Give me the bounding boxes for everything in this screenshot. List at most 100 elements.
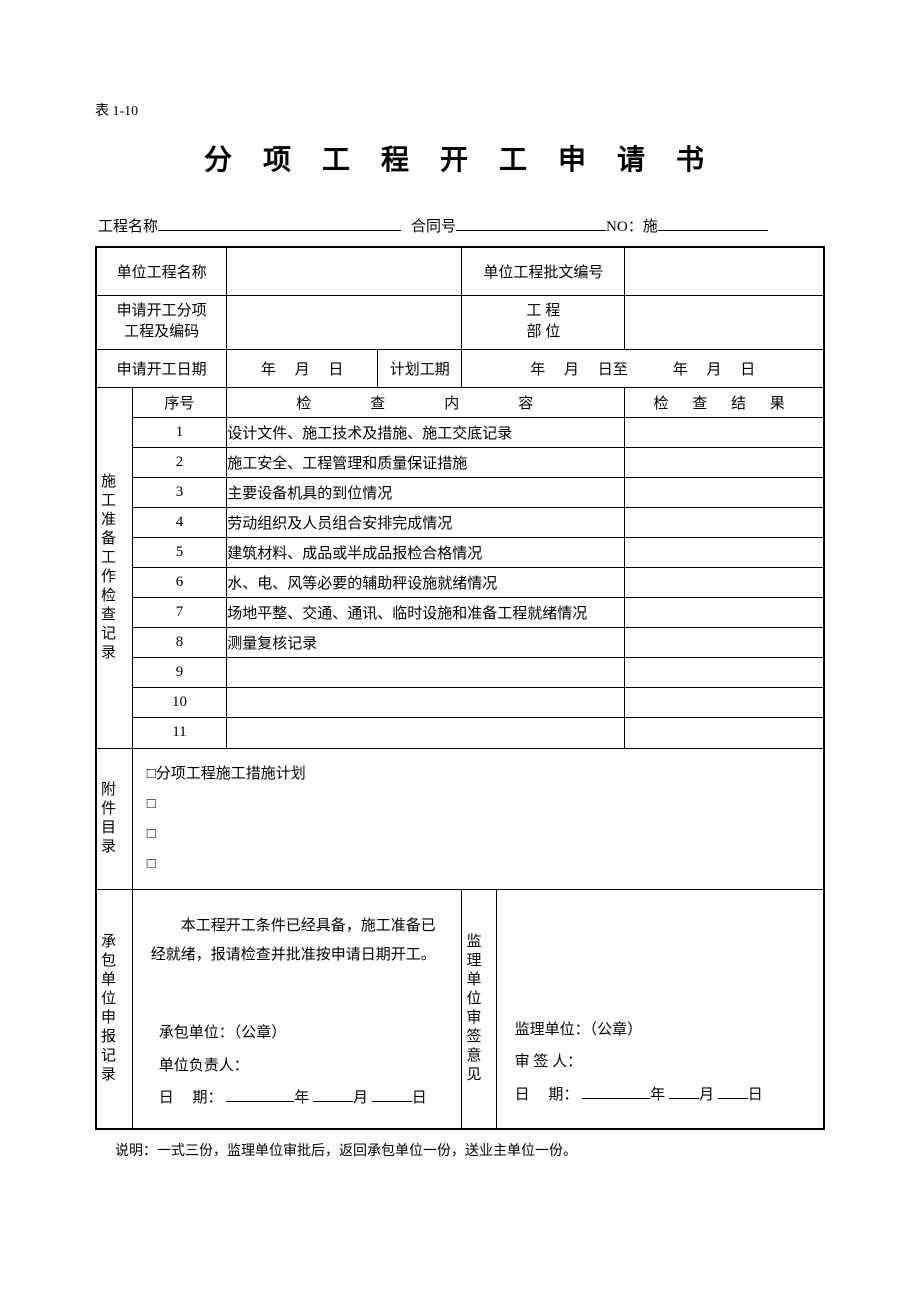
- no-prefix: NO：施: [606, 215, 658, 236]
- content-cell[interactable]: [227, 688, 625, 718]
- seq-cell: 10: [132, 688, 227, 718]
- project-name-input[interactable]: [158, 213, 401, 231]
- attachments-side-text: 附件目录: [97, 760, 118, 878]
- seq-cell: 6: [132, 567, 227, 597]
- unit-project-name-label: 单位工程名称: [96, 247, 227, 295]
- attachments-side-label: 附件目录: [96, 748, 132, 889]
- contractor-statement: 本工程开工条件已经具备，施工准备已经就绪，报请检查并批准按申请日期开工。: [151, 912, 444, 969]
- seq-cell: 4: [132, 507, 227, 537]
- supervisor-block: 监理单位：（公章） 审 签 人： 日 期： 年 月 日: [496, 889, 824, 1129]
- seq-cell: 9: [132, 658, 227, 688]
- contract-no-input[interactable]: [456, 213, 606, 231]
- content-cell: 建筑材料、成品或半成品报检合格情况: [227, 537, 625, 567]
- supervisor-side-text: 监理单位审签意见: [462, 890, 483, 1128]
- seq-cell: 11: [132, 718, 227, 748]
- contractor-unit: 承包单位：（公章）: [151, 1019, 444, 1048]
- planned-period-value[interactable]: 年 月 日至 年 月 日: [462, 349, 824, 387]
- apply-date-label: 申请开工日期: [96, 349, 227, 387]
- month-input[interactable]: [313, 1086, 353, 1102]
- month-label: 月: [353, 1090, 368, 1106]
- result-cell[interactable]: [625, 507, 824, 537]
- check-side-label: 施工准备工作检查记录: [96, 387, 132, 748]
- result-cell[interactable]: [625, 537, 824, 567]
- content-cell: 劳动组织及人员组合安排完成情况: [227, 507, 625, 537]
- attach-line2[interactable]: □: [147, 789, 809, 819]
- seq-header: 序号: [132, 387, 227, 417]
- content-cell: 设计文件、施工技术及措施、施工交底记录: [227, 417, 625, 447]
- content-cell[interactable]: [227, 658, 625, 688]
- contractor-block: 本工程开工条件已经具备，施工准备已经就绪，报请检查并批准按申请日期开工。 承包单…: [132, 889, 462, 1129]
- apply-subitem-line1: 申请开工分项: [117, 301, 207, 322]
- content-cell: 测量复核记录: [227, 628, 625, 658]
- attach-line3[interactable]: □: [147, 819, 809, 849]
- contractor-person: 单位负责人：: [151, 1052, 444, 1081]
- result-cell[interactable]: [625, 718, 824, 748]
- apply-subitem-label: 申请开工分项 工程及编码: [96, 295, 227, 349]
- date-label: 日 期：: [515, 1087, 579, 1103]
- unit-project-name-value[interactable]: [227, 247, 462, 295]
- apply-subitem-line2: 工程及编码: [124, 322, 199, 343]
- content-header: 检 查 内 容: [227, 387, 625, 417]
- approval-no-value[interactable]: [625, 247, 824, 295]
- planned-period-label: 计划工期: [378, 349, 462, 387]
- supervisor-unit: 监理单位：（公章）: [515, 1016, 805, 1045]
- day-input[interactable]: [372, 1086, 412, 1102]
- apply-subitem-value[interactable]: [227, 295, 462, 349]
- main-table: 单位工程名称 单位工程批文编号 申请开工分项 工程及编码 工 程 部 位: [95, 246, 825, 1130]
- result-cell[interactable]: [625, 417, 824, 447]
- result-cell[interactable]: [625, 598, 824, 628]
- header-fields: 工程名称 合同号 NO：施: [95, 213, 825, 236]
- seq-cell: 7: [132, 598, 227, 628]
- contract-no-label: 合同号: [411, 215, 456, 236]
- content-cell: 施工安全、工程管理和质量保证措施: [227, 447, 625, 477]
- result-cell[interactable]: [625, 688, 824, 718]
- day-label: 日: [748, 1087, 763, 1103]
- result-cell[interactable]: [625, 658, 824, 688]
- contractor-side-text: 承包单位申报记录: [97, 890, 118, 1128]
- contractor-side-label: 承包单位申报记录: [96, 889, 132, 1129]
- project-part-label: 工 程 部 位: [462, 295, 625, 349]
- project-part-line1: 工 程: [527, 301, 561, 322]
- content-cell: 场地平整、交通、通讯、临时设施和准备工程就绪情况: [227, 598, 625, 628]
- attach-line4[interactable]: □: [147, 849, 809, 879]
- month-label: 月: [699, 1087, 714, 1103]
- month-input[interactable]: [669, 1083, 699, 1099]
- project-part-line2: 部 位: [527, 322, 561, 343]
- form-number: 表 1-10: [95, 100, 825, 120]
- date-label: 日 期：: [159, 1090, 223, 1106]
- project-part-value[interactable]: [625, 295, 824, 349]
- day-input[interactable]: [718, 1083, 748, 1099]
- page-title: 分 项 工 程 开 工 申 请 书: [95, 138, 825, 178]
- attach-line1[interactable]: □分项工程施工措施计划: [147, 759, 809, 789]
- seq-cell: 8: [132, 628, 227, 658]
- project-name-label: 工程名称: [98, 215, 158, 236]
- check-side-text: 施工准备工作检查记录: [97, 388, 118, 748]
- page-container: 表 1-10 分 项 工 程 开 工 申 请 书 工程名称 合同号 NO：施 单…: [0, 0, 920, 1302]
- result-cell[interactable]: [625, 477, 824, 507]
- apply-date-value[interactable]: 年 月 日: [227, 349, 378, 387]
- result-header: 检 查 结 果: [625, 387, 824, 417]
- seq-cell: 3: [132, 477, 227, 507]
- content-cell: 水、电、风等必要的辅助秤设施就绪情况: [227, 567, 625, 597]
- year-input[interactable]: [582, 1083, 650, 1099]
- attachments-block[interactable]: □分项工程施工措施计划 □ □ □: [132, 748, 824, 889]
- year-input[interactable]: [226, 1086, 294, 1102]
- contractor-date[interactable]: 日 期： 年 月 日: [151, 1084, 444, 1113]
- content-cell: 主要设备机具的到位情况: [227, 477, 625, 507]
- approval-no-label: 单位工程批文编号: [462, 247, 625, 295]
- seq-cell: 5: [132, 537, 227, 567]
- result-cell[interactable]: [625, 447, 824, 477]
- result-header-text: 检 查 结 果: [654, 396, 795, 412]
- supervisor-person: 审 签 人：: [515, 1048, 805, 1077]
- year-label: 年: [294, 1090, 309, 1106]
- day-label: 日: [412, 1090, 427, 1106]
- supervisor-side-label: 监理单位审签意见: [462, 889, 496, 1129]
- result-cell[interactable]: [625, 628, 824, 658]
- footer-note: 说明：一式三份，监理单位审批后，返回承包单位一份，送业主单位一份。: [95, 1140, 825, 1160]
- result-cell[interactable]: [625, 567, 824, 597]
- content-header-text: 检 查 内 容: [296, 396, 555, 412]
- supervisor-date[interactable]: 日 期： 年 月 日: [515, 1081, 805, 1110]
- seq-cell: 1: [132, 417, 227, 447]
- no-input[interactable]: [658, 213, 768, 231]
- content-cell[interactable]: [227, 718, 625, 748]
